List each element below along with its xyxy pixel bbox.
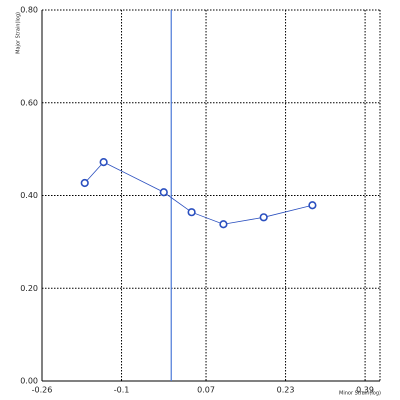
x-tick-label: 0.23 (277, 386, 295, 395)
data-point (99, 158, 108, 167)
data-point (187, 208, 196, 217)
y-axis-label: Major Strain(log) (16, 12, 22, 54)
data-point (159, 188, 168, 197)
series-line (84, 161, 313, 225)
y-tick-label: 0.20 (20, 284, 38, 293)
data-point (219, 220, 228, 229)
x-axis-label: Minor Strain(log) (339, 391, 381, 397)
y-tick-label: 0.60 (20, 98, 38, 107)
x-tick-label: 0.39 (356, 386, 374, 395)
x-tick-label: -0.26 (32, 386, 53, 395)
data-point (80, 178, 89, 188)
x-tick-label: -0.1 (114, 386, 130, 395)
data-point (308, 201, 317, 210)
y-tick-label: 0.40 (20, 191, 38, 200)
y-tick-label: 0.80 (20, 6, 38, 15)
y-tick-label: 0.00 (20, 377, 38, 386)
x-tick-label: 0.07 (197, 386, 215, 395)
data-point (259, 213, 268, 222)
